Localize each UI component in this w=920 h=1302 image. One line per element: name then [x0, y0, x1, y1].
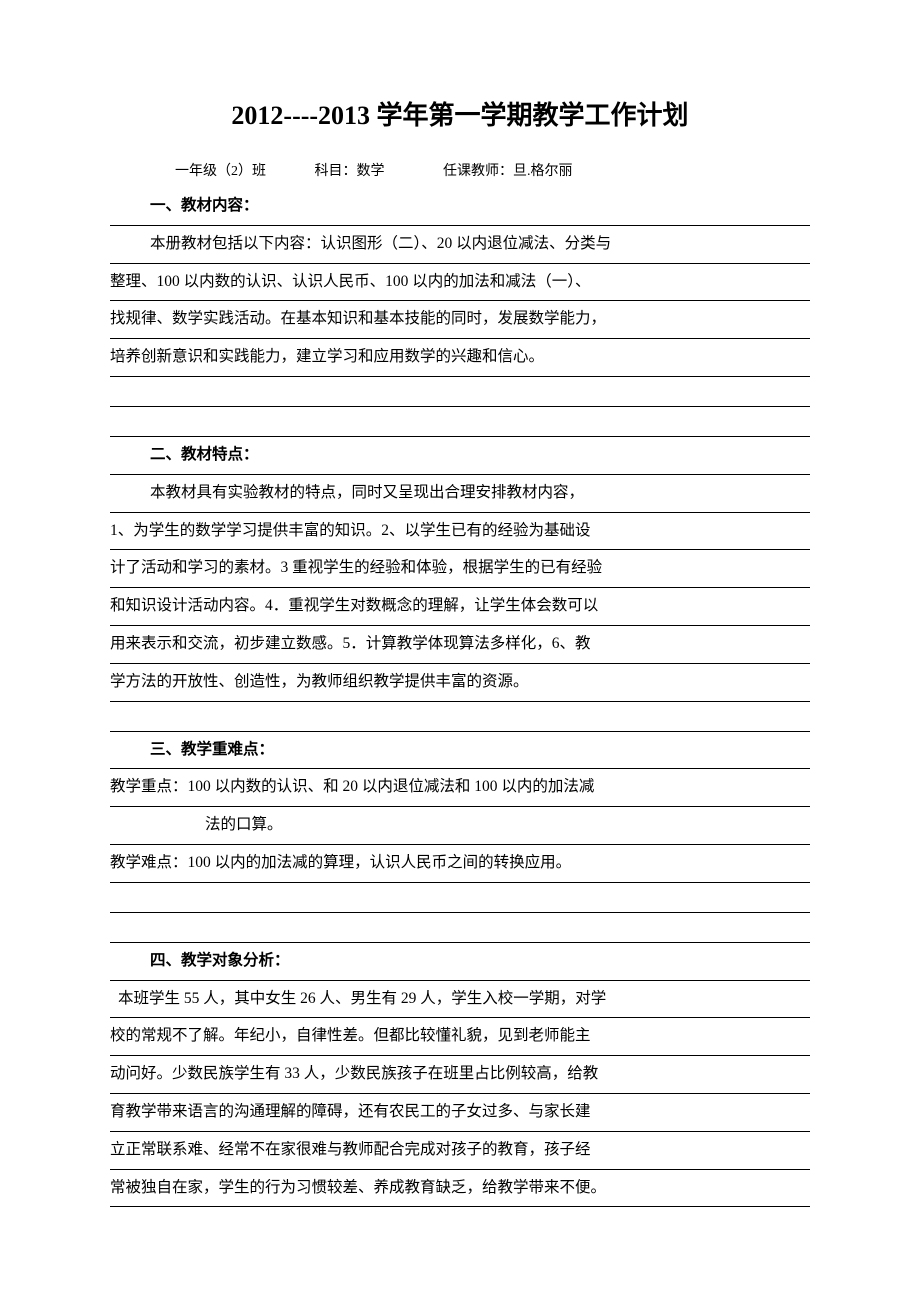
section-4-line: 校的常规不了解。年纪小，自律性差。但都比较懂礼貌，见到老师能主	[110, 1018, 810, 1056]
section-1-line: 整理、100 以内数的认识、认识人民币、100 以内的加法和减法（一）、	[110, 264, 810, 302]
section-2-line: 和知识设计活动内容。4．重视学生对数概念的理解，让学生体会数可以	[110, 588, 810, 626]
section-1-header: 一、教材内容：	[110, 188, 810, 226]
empty-line	[110, 913, 810, 943]
section-2-line: 学方法的开放性、创造性，为教师组织教学提供丰富的资源。	[110, 664, 810, 702]
section-3-line: 教学重点：100 以内数的认识、和 20 以内退位减法和 100 以内的加法减	[110, 769, 810, 807]
section-4-line: 本班学生 55 人，其中女生 26 人、男生有 29 人，学生入校一学期，对学	[110, 981, 810, 1019]
section-4-line: 常被独自在家，学生的行为习惯较差、养成教育缺乏，给教学带来不便。	[110, 1170, 810, 1208]
section-4-line: 育教学带来语言的沟通理解的障碍，还有农民工的子女过多、与家长建	[110, 1094, 810, 1132]
section-1-line: 找规律、数学实践活动。在基本知识和基本技能的同时，发展数学能力，	[110, 301, 810, 339]
empty-line	[110, 407, 810, 437]
section-4-header: 四、教学对象分析：	[110, 943, 810, 981]
subject-prefix: 科目：	[315, 164, 357, 179]
section-2-line: 1、为学生的数学学习提供丰富的知识。2、以学生已有的经验为基础设	[110, 513, 810, 551]
section-3-line: 教学难点：100 以内的加法减的算理，认识人民币之间的转换应用。	[110, 845, 810, 883]
section-2-line: 用来表示和交流，初步建立数感。5．计算教学体现算法多样化，6、教	[110, 626, 810, 664]
section-2-line: 计了活动和学习的素材。3 重视学生的经验和体验，根据学生的已有经验	[110, 550, 810, 588]
class-label: 一年级（2）班	[175, 164, 266, 179]
section-4-line: 立正常联系难、经常不在家很难与教师配合完成对孩子的教育，孩子经	[110, 1132, 810, 1170]
meta-info-line: 一年级（2）班 科目：数学 任课教师：旦.格尔丽	[110, 160, 810, 180]
section-2-line: 本教材具有实验教材的特点，同时又呈现出合理安排教材内容，	[110, 475, 810, 513]
section-2-header: 二、教材特点：	[110, 437, 810, 475]
subject-value: 数学	[357, 164, 385, 179]
empty-line	[110, 883, 810, 913]
section-1-line: 本册教材包括以下内容：认识图形（二）、20 以内退位减法、分类与	[110, 226, 810, 264]
section-4-line: 动问好。少数民族学生有 33 人，少数民族孩子在班里占比例较高，给教	[110, 1056, 810, 1094]
section-1-line: 培养创新意识和实践能力，建立学习和应用数学的兴趣和信心。	[110, 339, 810, 377]
section-3-header: 三、教学重难点：	[110, 732, 810, 770]
empty-line	[110, 377, 810, 407]
teacher-prefix: 任课教师：	[443, 164, 513, 179]
empty-line	[110, 702, 810, 732]
page-title: 2012----2013 学年第一学期教学工作计划	[110, 95, 810, 132]
teacher-value: 旦.格尔丽	[513, 164, 573, 179]
section-3-line: 法的口算。	[110, 807, 810, 845]
